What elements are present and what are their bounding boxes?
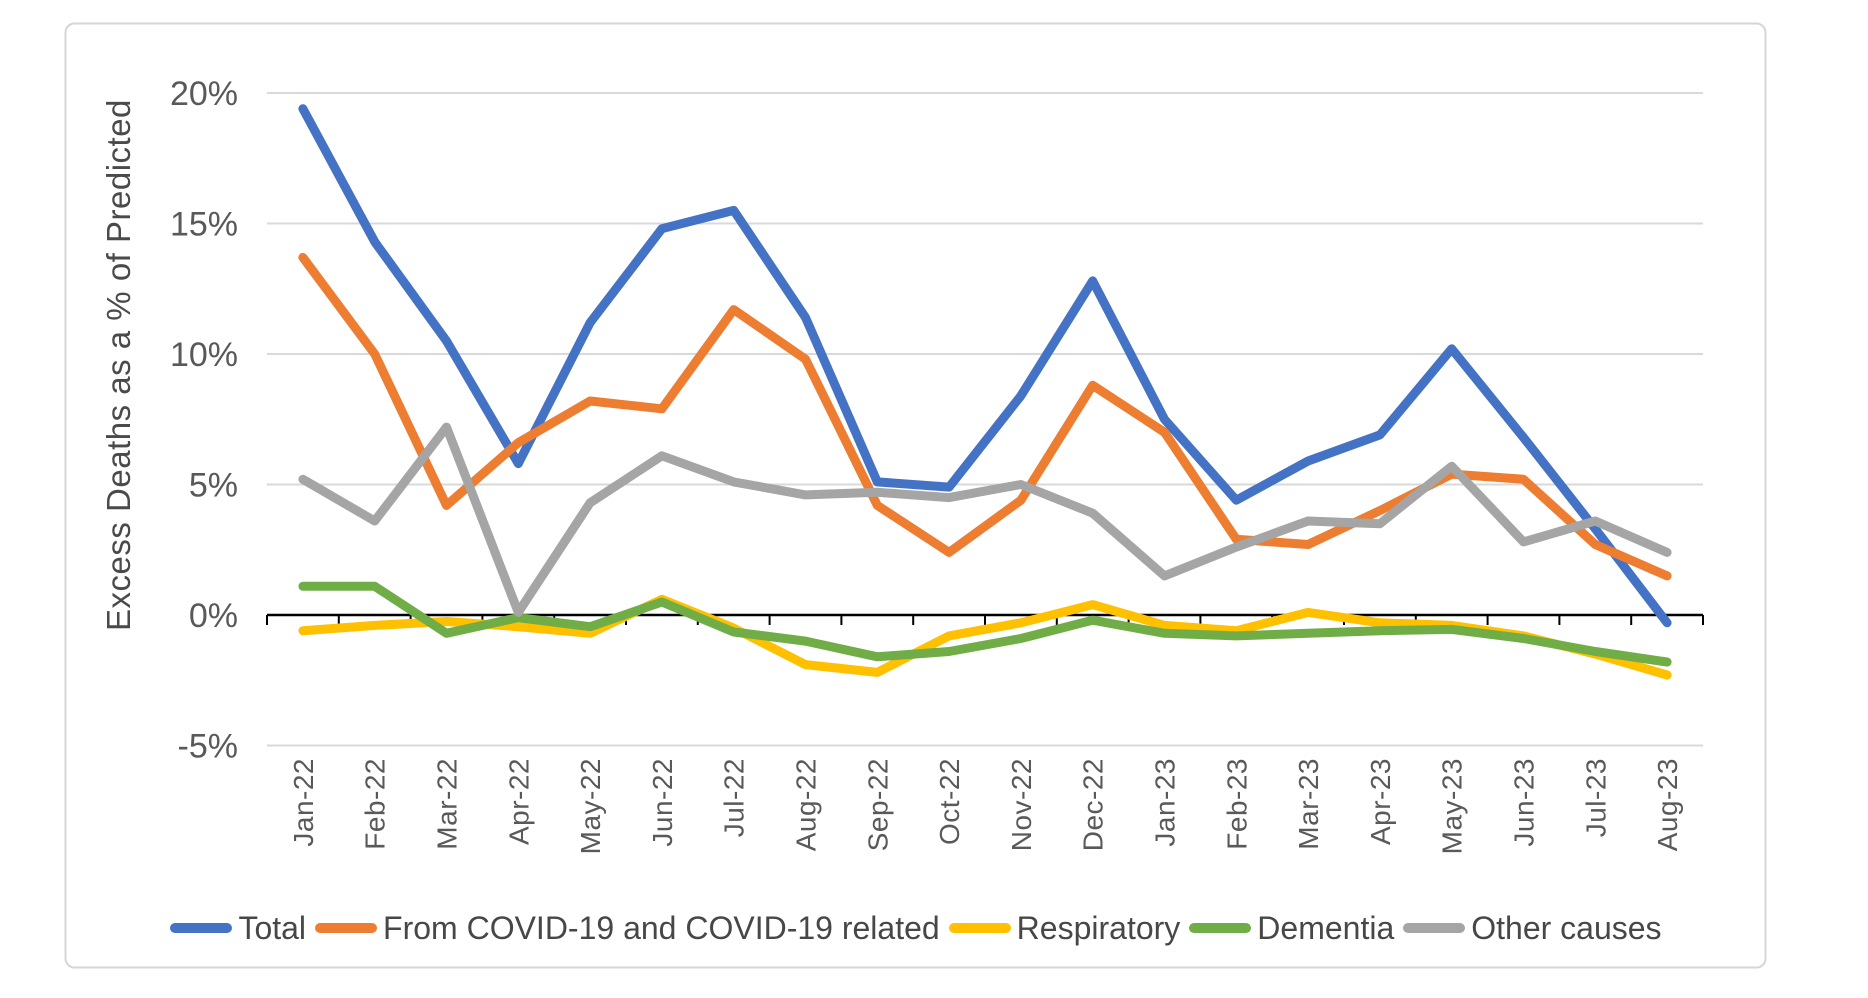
legend-label-respiratory: Respiratory [1016,909,1181,946]
legend-item-other-causes: Other causes [1403,909,1662,947]
legend-swatch-total [170,923,233,933]
y-tick-label: 10% [170,336,238,374]
legend-swatch-respiratory [948,923,1011,933]
x-tick-label: Dec-22 [1078,758,1109,851]
x-tick-label: Oct-22 [934,758,965,845]
legend-item-from-covid-19-and-covid-19-related: From COVID-19 and COVID-19 related [315,910,940,947]
y-tick-label: 20% [170,75,238,113]
legend-swatch-dementia [1189,923,1252,933]
y-tick-label: 15% [170,206,238,244]
series-line-dementia [298,581,1672,667]
x-tick-label: Nov-22 [1006,758,1037,851]
y-tick-label: -5% [178,728,238,766]
y-axis-title: Excess Deaths as a % of Predicted [100,99,137,631]
series-line-other-causes [298,422,1672,617]
legend-item-respiratory: Respiratory [948,909,1181,947]
legend-label-from-covid-19-and-covid-19-related: From COVID-19 and COVID-19 related [383,909,940,946]
chart-legend: Total From COVID-19 and COVID-19 related R… [66,897,1766,959]
x-tick-label: Jul-22 [719,758,750,837]
y-tick-label: 5% [189,467,238,505]
series-line-respiratory [298,594,1672,680]
x-tick-label: Aug-22 [791,758,822,851]
y-tick-label: 0% [189,597,238,635]
legend-item-total: Total [170,910,306,947]
legend-label-total: Total [238,909,307,946]
x-tick-label: Jul-23 [1580,758,1611,837]
x-tick-label: Feb-23 [1221,758,1252,850]
x-tick-label: Apr-23 [1365,758,1396,845]
x-tick-label: Jan-22 [288,758,319,847]
legend-swatch-other-causes [1403,923,1466,933]
x-tick-label: Jan-23 [1150,758,1181,847]
x-tick-label: May-23 [1437,758,1468,854]
legend-label-other-causes: Other causes [1471,909,1662,946]
x-tick-label: Aug-23 [1652,758,1683,851]
legend-item-dementia: Dementia [1189,910,1394,947]
legend-label-dementia: Dementia [1257,909,1395,946]
x-tick-label: Feb-22 [360,758,391,850]
x-tick-label: Mar-23 [1293,758,1324,850]
x-tick-label: Jun-23 [1509,758,1540,847]
x-tick-label: Jun-22 [647,758,678,847]
x-tick-label: Apr-22 [503,758,534,845]
x-tick-label: Sep-22 [862,758,893,851]
legend-swatch-from-covid-19-and-covid-19-related [315,923,378,933]
x-tick-label: May-22 [575,758,606,854]
x-tick-label: Mar-22 [432,758,463,850]
